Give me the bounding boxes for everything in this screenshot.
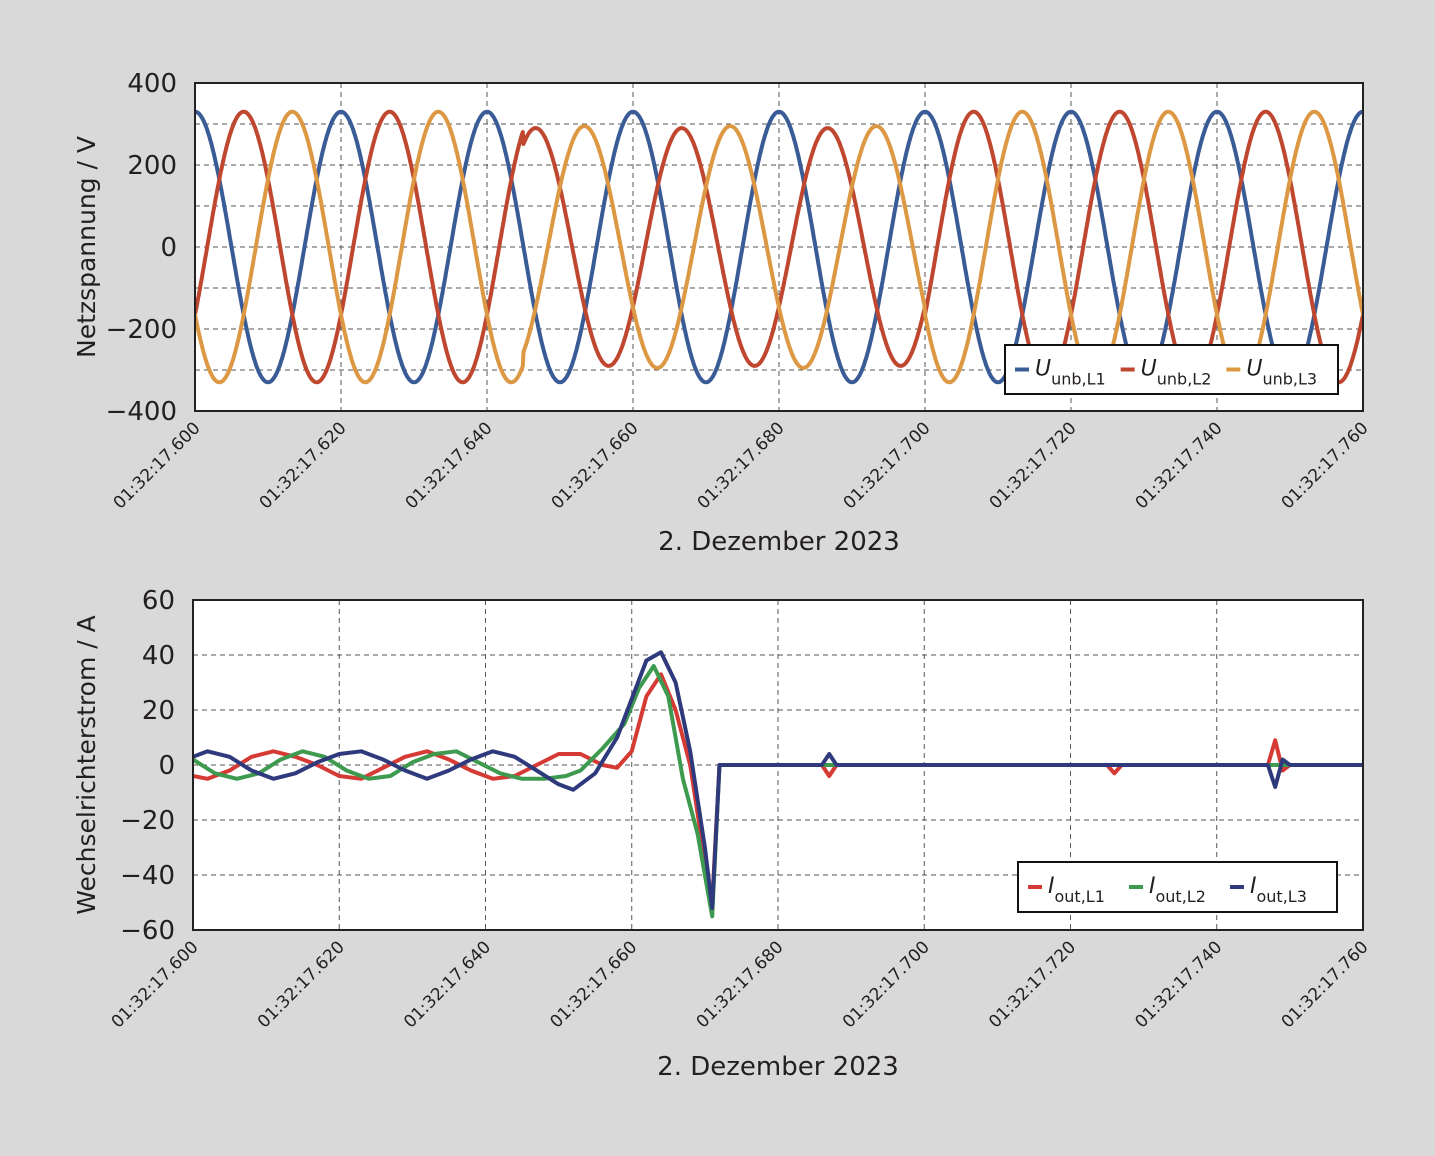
x-tick-label: 01:32:17.600 — [108, 937, 203, 1032]
plot-frame — [194, 82, 1364, 412]
legend-box — [1004, 344, 1339, 395]
y-tick-label: 20 — [142, 696, 175, 726]
x-tick-label: 01:32:17.660 — [548, 418, 643, 513]
y-tick-label: −40 — [120, 861, 175, 891]
legend-subscript: unb,L2 — [1157, 370, 1212, 389]
y-axis-label: Netzspannung / V — [72, 136, 101, 358]
y-tick-label: 0 — [158, 751, 175, 781]
legend: Uunb,L1 Uunb,L2 Uunb,L3 — [1004, 344, 1339, 395]
x-tick-label: 01:32:17.740 — [1132, 418, 1227, 513]
legend-subscript: out,L1 — [1055, 887, 1105, 906]
legend-symbol: I — [1048, 874, 1055, 899]
x-tick-label: 01:32:17.600 — [110, 418, 205, 513]
x-tick-label: 01:32:17.720 — [986, 418, 1081, 513]
legend-entry: Uunb,L2 — [1141, 357, 1212, 389]
legend-subscript: out,L3 — [1257, 887, 1307, 906]
y-tick-label: 0 — [160, 233, 177, 263]
x-tick-label: 01:32:17.620 — [254, 937, 349, 1032]
series-line-unb-l3 — [195, 109, 1363, 385]
legend-subscript: unb,L3 — [1262, 370, 1317, 389]
legend-entry: Iout,L2 — [1149, 874, 1206, 906]
legend-symbol: U — [1035, 357, 1051, 382]
y-axis-label: Wechselrichterstrom / A — [72, 615, 101, 914]
series-line-out-l2 — [193, 664, 1363, 919]
legend-entry: Uunb,L3 — [1246, 357, 1317, 389]
x-axis-label: 2. Dezember 2023 — [658, 527, 900, 557]
series-group — [193, 650, 1363, 919]
y-tick-label: 40 — [142, 641, 175, 671]
legend-box — [1017, 861, 1338, 913]
legend-symbol: I — [1250, 874, 1257, 899]
y-tick-label: 400 — [127, 69, 177, 99]
x-tick-label: 01:32:17.700 — [840, 418, 935, 513]
x-tick-label: 01:32:17.660 — [546, 937, 641, 1032]
legend-symbol: I — [1149, 874, 1156, 899]
series-group — [195, 109, 1363, 385]
y-tick-label: 200 — [127, 151, 177, 181]
plot-frame — [192, 599, 1364, 931]
series-line-out-l3 — [193, 650, 1363, 910]
x-axis-label: 2. Dezember 2023 — [657, 1052, 899, 1082]
x-tick-label: 01:32:17.680 — [694, 418, 789, 513]
legend-entry: Iout,L1 — [1048, 874, 1105, 906]
series-line-out-l1 — [193, 672, 1363, 905]
legend-entry: Iout,L3 — [1250, 874, 1307, 906]
legend-subscript: unb,L1 — [1051, 370, 1106, 389]
y-tick-label: −200 — [106, 315, 177, 345]
y-tick-label: −400 — [106, 397, 177, 427]
x-tick-label: 01:32:17.640 — [402, 418, 497, 513]
y-tick-label: −20 — [120, 806, 175, 836]
x-tick-label: 01:32:17.640 — [400, 937, 495, 1032]
x-tick-label: 01:32:17.760 — [1278, 937, 1373, 1032]
x-tick-label: 01:32:17.760 — [1278, 418, 1373, 513]
y-tick-label: 60 — [142, 586, 175, 616]
x-tick-label: 01:32:17.740 — [1131, 937, 1226, 1032]
legend-symbol: U — [1141, 357, 1157, 382]
x-tick-label: 01:32:17.700 — [839, 937, 934, 1032]
y-tick-label: −60 — [120, 916, 175, 946]
legend-subscript: out,L2 — [1156, 887, 1206, 906]
legend: Iout,L1 Iout,L2 Iout,L3 — [1017, 861, 1338, 913]
legend-symbol: U — [1246, 357, 1262, 382]
x-tick-label: 01:32:17.680 — [693, 937, 788, 1032]
x-tick-label: 01:32:17.620 — [256, 418, 351, 513]
legend-entry: Uunb,L1 — [1035, 357, 1106, 389]
x-tick-label: 01:32:17.720 — [985, 937, 1080, 1032]
